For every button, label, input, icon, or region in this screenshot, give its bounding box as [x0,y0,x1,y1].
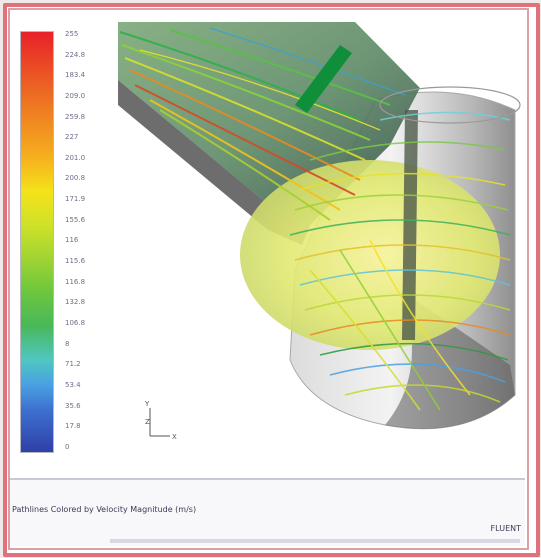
legend-label: 259.8 [65,112,86,121]
axis-triad: Y Z X [136,396,186,446]
cylinder-top [379,86,521,124]
axis-x-label: X [172,433,177,441]
pathline-render [118,22,521,430]
swirl-core [240,160,500,350]
cfd-render-viewport [10,10,525,478]
legend-label: 115.6 [65,257,86,266]
color-legend: 255 224.8 183.4 209.0 259.8 227 201.0 20… [20,31,130,461]
legend-label: 209.0 [65,91,86,100]
legend-label: 227 [65,133,79,142]
legend-label: 17.8 [65,422,81,431]
legend-label: 201.0 [65,153,86,162]
axis-triad-graphic: Y Z X [144,400,177,441]
bottom-strip [110,539,520,543]
cylinder-streamlines [289,111,511,411]
axis-y-label: Y [144,400,150,408]
legend-label: 132.8 [65,298,86,307]
legend-label: 183.4 [65,71,86,80]
caption-bar: Pathlines Colored by Velocity Magnitude … [10,478,525,546]
legend-label: 71.2 [65,360,81,369]
legend-label: 171.9 [65,195,86,204]
legend-label: 53.4 [65,380,81,389]
legend-label: 200.8 [65,174,86,183]
injector-rod [295,45,352,113]
legend-label: 8 [65,339,70,348]
caption-text: Pathlines Colored by Velocity Magnitude … [12,505,197,514]
axis-z-label: Z [145,418,150,426]
valve-stem [402,110,418,340]
legend-label: 116 [65,236,79,245]
legend-labels: 255 224.8 183.4 209.0 259.8 227 201.0 20… [65,31,85,451]
legend-label: 155.6 [65,215,86,224]
legend-label: 106.8 [65,318,86,327]
caption-product: FLUENT [490,524,521,533]
legend-colorbar [20,31,54,453]
legend-label: 224.8 [65,50,86,59]
legend-label: 255 [65,30,79,38]
inlet-streamlines [119,27,406,221]
legend-label: 0 [65,442,70,451]
legend-label: 116.8 [65,277,86,286]
legend-label: 35.6 [65,401,81,410]
